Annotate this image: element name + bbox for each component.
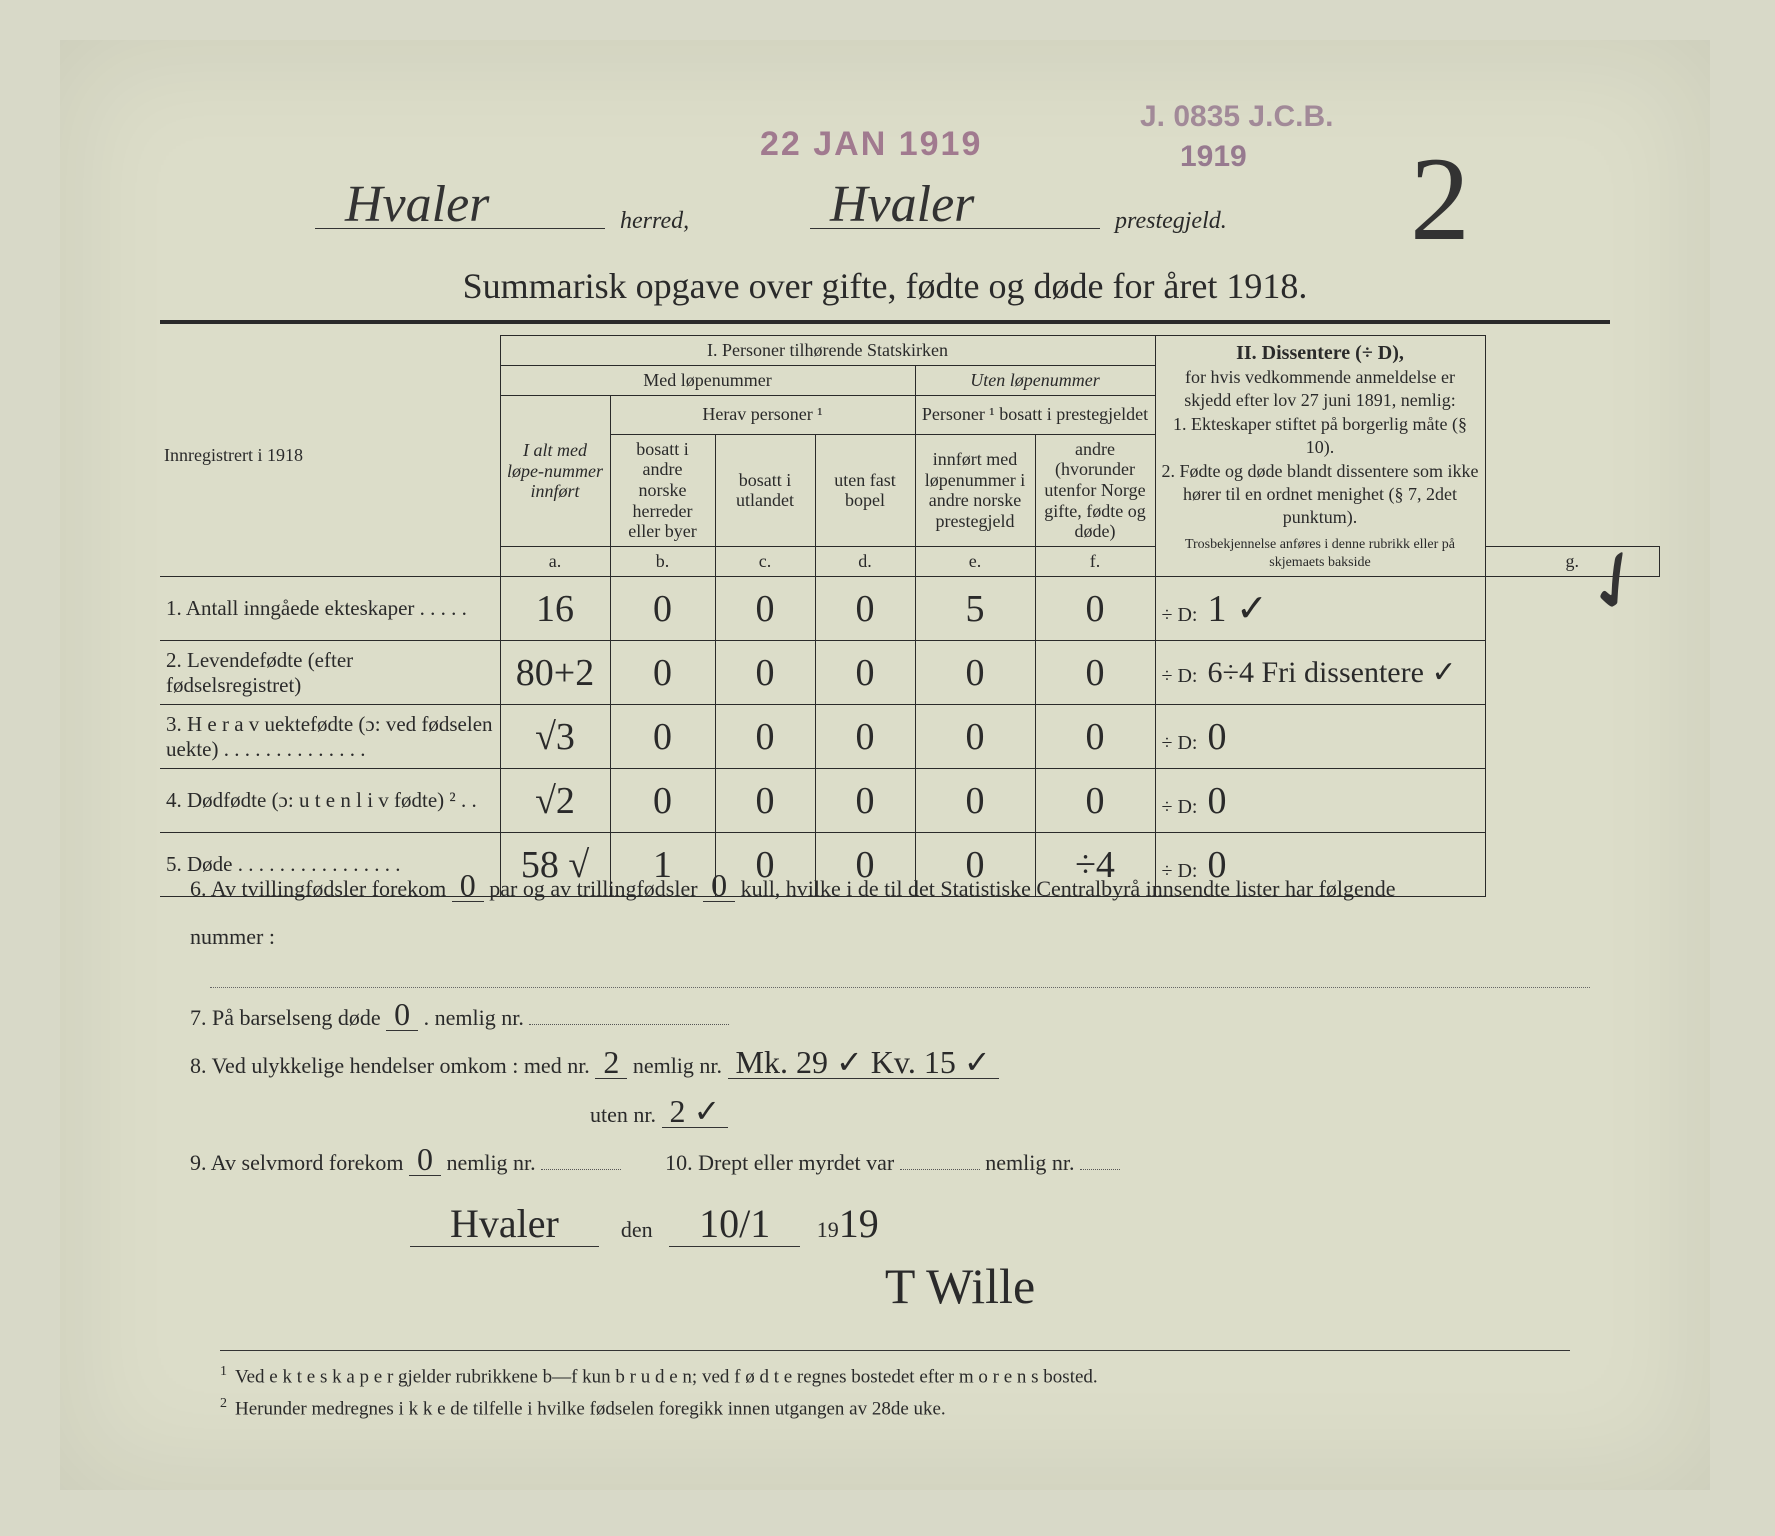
header-herav: Herav personer ¹ — [610, 396, 915, 435]
section1-title: I. Personer tilhørende Statskirken — [500, 336, 1155, 366]
cell-b: 0 — [610, 705, 715, 769]
prestegjeld-value: Hvaler — [830, 175, 974, 234]
page-number: 2 — [1410, 130, 1470, 268]
footnote-1: 1Ved e k t e s k a p e r gjelder rubrikk… — [220, 1361, 1570, 1393]
section2-note: Trosbekjennelse anføres i denne rubrikk … — [1162, 536, 1479, 572]
section2: II. Dissentere (÷ D), for hvis vedkommen… — [1155, 336, 1485, 577]
cell-b: 0 — [610, 769, 715, 833]
underline — [315, 228, 605, 229]
cell-c: 0 — [715, 641, 815, 705]
prestegjeld-label: prestegjeld. — [1115, 208, 1227, 235]
cell-f: 0 — [1035, 577, 1155, 641]
section2-body: for hvis vedkommende anmeldelse er skjed… — [1162, 366, 1479, 413]
col-letter-b: b. — [610, 547, 715, 577]
notes-section: 6. Av tvillingfødsler forekom 0 par og a… — [190, 865, 1610, 1187]
footnote-2: 2Herunder medregnes i k k e de tilfelle … — [220, 1393, 1570, 1425]
cell-dissenter: ÷ D: 0 — [1155, 769, 1485, 833]
section2-title: II. Dissentere (÷ D), — [1162, 340, 1479, 366]
cell-b: 0 — [610, 641, 715, 705]
cell-f: 0 — [1035, 641, 1155, 705]
cell-d: 0 — [815, 577, 915, 641]
dotted-line — [210, 968, 1590, 988]
stamp-year: 1919 — [1180, 140, 1247, 174]
heavy-rule — [160, 320, 1610, 324]
main-table-area: Innregistrert i 1918 I. Personer tilhøre… — [160, 335, 1660, 897]
signature-date: 10/1 — [669, 1201, 800, 1247]
col-f-header: andre (hvorunder utenfor Norge gifte, fø… — [1035, 434, 1155, 546]
col-letter-c: c. — [715, 547, 815, 577]
note-line-6: 6. Av tvillingfødsler forekom 0 par og a… — [190, 865, 1610, 913]
statistics-table: Innregistrert i 1918 I. Personer tilhøre… — [160, 335, 1660, 897]
note-line-8: 8. Ved ulykkelige hendelser omkom : med … — [190, 1042, 1610, 1090]
section2-item1: 1. Ekteskaper stiftet på borgerlig måte … — [1162, 413, 1479, 460]
table-row: 3. H e r a v uektefødte (ɔ: ved fødselen… — [160, 705, 1660, 769]
cell-e: 0 — [915, 641, 1035, 705]
col-a-header: I alt med løpe-nummer innført — [500, 396, 610, 547]
section2-item2: 2. Fødte og døde blandt dissentere som i… — [1162, 460, 1479, 530]
underline — [810, 228, 1100, 229]
signature-name: T Wille — [885, 1258, 1035, 1314]
col-letter-e: e. — [915, 547, 1035, 577]
cell-dissenter: ÷ D: 1 ✓ — [1155, 577, 1485, 641]
col-letter-f: f. — [1035, 547, 1155, 577]
cell-dissenter: ÷ D: 6÷4 Fri dissentere ✓ — [1155, 641, 1485, 705]
table-row: 2. Levendefødte (efter fødselsregistret)… — [160, 641, 1660, 705]
note-line-7: 7. På barselseng døde 0 . nemlig nr. — [190, 994, 1610, 1042]
col-c-header: bosatt i utlandet — [715, 434, 815, 546]
col-letter-a: a. — [500, 547, 610, 577]
col-e-header: innført med løpenummer i andre norske pr… — [915, 434, 1035, 546]
cell-a: √2 — [500, 769, 610, 833]
cell-c: 0 — [715, 769, 815, 833]
cell-a: √3 — [500, 705, 610, 769]
cell-e: 5 — [915, 577, 1035, 641]
header-innregistrert: Innregistrert i 1918 — [160, 336, 500, 577]
cell-f: 0 — [1035, 769, 1155, 833]
document-title: Summarisk opgave over gifte, fødte og dø… — [60, 265, 1710, 307]
note-line-9-10: 9. Av selvmord forekom 0 nemlig nr. 10. … — [190, 1139, 1610, 1187]
row-label: 1. Antall inngåede ekteskaper . . . . . — [160, 577, 500, 641]
header-personer-bosatt: Personer ¹ bosatt i prestegjeldet — [915, 396, 1155, 435]
table-row: 4. Dødfødte (ɔ: u t e n l i v fødte) ² .… — [160, 769, 1660, 833]
col-b-header: bosatt i andre norske herreder eller bye… — [610, 434, 715, 546]
cell-d: 0 — [815, 769, 915, 833]
cell-a: 80+2 — [500, 641, 610, 705]
row-label: 3. H e r a v uektefødte (ɔ: ved fødselen… — [160, 705, 500, 769]
table-row: 1. Antall inngåede ekteskaper . . . . . … — [160, 577, 1660, 641]
cell-c: 0 — [715, 577, 815, 641]
col-d-header: uten fast bopel — [815, 434, 915, 546]
row-label: 2. Levendefødte (efter fødselsregistret) — [160, 641, 500, 705]
cell-d: 0 — [815, 641, 915, 705]
note-line-6b: nummer : — [190, 913, 1610, 961]
cell-d: 0 — [815, 705, 915, 769]
cell-a: 16 — [500, 577, 610, 641]
footnotes: 1Ved e k t e s k a p e r gjelder rubrikk… — [220, 1350, 1570, 1424]
header-uten: Uten løpenummer — [915, 366, 1155, 396]
col-letter-d: d. — [815, 547, 915, 577]
stamp-date: 22 JAN 1919 — [760, 125, 982, 164]
herred-value: Hvaler — [345, 175, 489, 234]
cell-c: 0 — [715, 705, 815, 769]
cell-f: 0 — [1035, 705, 1155, 769]
cell-b: 0 — [610, 577, 715, 641]
signature-year: 19 — [839, 1201, 879, 1246]
signature-place: Hvaler — [410, 1201, 599, 1247]
note-line-8b: uten nr. 2 ✓ — [190, 1091, 1610, 1139]
herred-label: herred, — [620, 208, 689, 235]
row-label: 4. Dødfødte (ɔ: u t e n l i v fødte) ² .… — [160, 769, 500, 833]
cell-dissenter: ÷ D: 0 — [1155, 705, 1485, 769]
signature-block: Hvaler den 10/1 1919 T Wille — [410, 1200, 1510, 1315]
cell-e: 0 — [915, 705, 1035, 769]
stamp-journal: J. 0835 J.C.B. — [1140, 100, 1333, 134]
cell-e: 0 — [915, 769, 1035, 833]
header-med: Med løpenummer — [500, 366, 915, 396]
document-paper: 22 JAN 1919 J. 0835 J.C.B. 1919 Hvaler h… — [60, 40, 1710, 1490]
